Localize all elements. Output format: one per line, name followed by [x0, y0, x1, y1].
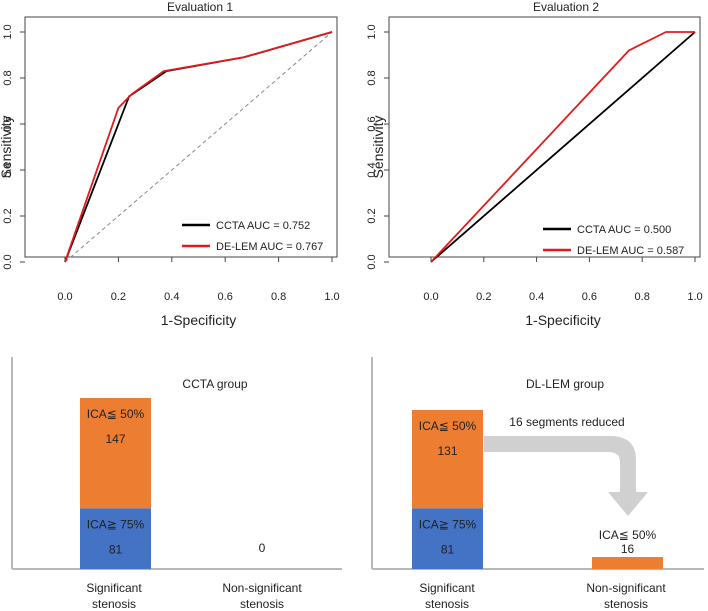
x-tick-label: 0.6 [582, 291, 597, 303]
x-axis-label: 1-Specificity [161, 312, 236, 328]
x-tick-label: 0.4 [529, 291, 544, 303]
bar-value-label: 131 [437, 444, 457, 458]
x-axis-label: 1-Specificity [525, 312, 600, 328]
bar-ica-50-significant [412, 410, 483, 509]
bar-value-label: 147 [105, 432, 125, 446]
category-label: stenosis [425, 597, 469, 611]
legend-label: CCTA AUC = 0.752 [216, 220, 310, 232]
legend-label: DE-LEM AUC = 0.587 [577, 245, 684, 257]
category-label: stenosis [604, 597, 648, 611]
category-label: Significant [419, 581, 475, 595]
bar-value-label: 81 [441, 542, 455, 556]
roc-curve-de-lem [430, 31, 695, 263]
bar-series-label: ICA≧ 75% [87, 517, 145, 531]
chart-title: CCTA group [182, 377, 247, 391]
x-tick-label: 1.0 [687, 291, 702, 303]
legend-label: CCTA AUC = 0.500 [577, 224, 671, 236]
roc-panel-2: Evaluation 2 0.0 0.2 0.4 0.6 0.8 1.0 0.0 0.2 0.4 0… [366, 0, 703, 328]
y-tick-label: 0.8 [2, 70, 14, 85]
roc-curve-ccta [430, 31, 696, 263]
y-tick-label: 0.0 [366, 254, 378, 269]
y-tick-label: 1.0 [2, 24, 14, 39]
y-tick-label: 0.8 [366, 70, 378, 85]
chart-title: Evaluation 2 [533, 0, 599, 14]
bar-ica-50-significant [80, 398, 151, 509]
y-tick-label: 1.0 [366, 24, 378, 39]
y-tick-label: 0.4 [2, 162, 14, 177]
chart-title: Evaluation 1 [167, 0, 233, 14]
bar-value-label: 0 [259, 541, 266, 555]
category-label: Significant [86, 581, 142, 595]
x-tick-label: 1.0 [324, 291, 339, 303]
plot-frame [24, 16, 338, 258]
bar-ica-75-significant [412, 508, 483, 569]
x-tick-label: 0.4 [164, 291, 179, 303]
legend-label: DE-LEM AUC = 0.767 [216, 241, 323, 253]
reduction-arrow [484, 436, 648, 516]
y-tick-label: 0.2 [366, 208, 378, 223]
bar-ica-75-significant [80, 508, 151, 569]
y-tick-label: 0.0 [2, 254, 14, 269]
category-label: stenosis [240, 597, 284, 611]
bar-ica-50-non-significant [592, 557, 663, 569]
bar-value-label: 81 [109, 542, 123, 556]
roc-panel-1: Evaluation 1 0.0 0.2 0.4 0.6 0.8 1.0 0.0 0.2 0.4 0… [0, 0, 340, 328]
x-tick-label: 0.0 [57, 291, 72, 303]
bar-series-label: ICA≦ 50% [87, 407, 145, 421]
x-tick-label: 0.8 [271, 291, 286, 303]
roc-curve-de-lem [64, 31, 333, 263]
annotation-text: 16 segments reduced [509, 415, 624, 429]
x-tick-label: 0.8 [635, 291, 650, 303]
y-axis-label: Sensitivity [0, 115, 14, 178]
category-label: Non-significant [222, 581, 302, 595]
x-tick-label: 0.0 [423, 291, 438, 303]
y-tick-label: 0.2 [2, 208, 14, 223]
plot-frame [388, 16, 701, 258]
x-tick-label: 0.6 [218, 291, 233, 303]
bar-value-label: 16 [621, 542, 635, 556]
annotation-bg [497, 411, 637, 431]
x-tick-label: 0.2 [111, 291, 126, 303]
y-tick-label: 0.6 [2, 116, 14, 131]
bar-series-label: ICA≦ 50% [419, 419, 477, 433]
y-tick-label: 0.4 [366, 162, 378, 177]
bar-series-label: ICA≧ 75% [419, 517, 477, 531]
bar-series-label: ICA≦ 50% [599, 528, 657, 542]
reference-diagonal [64, 31, 333, 263]
bar-panel-1: CCTA group ICA≦ 50% 147 ICA≧ 75% 81 0 Signific… [11, 357, 342, 611]
bar-panel-2: DL-LEM group ICA≦ 50% 131 ICA≧ 75% 81 ICA≦ 50… [371, 357, 704, 611]
category-label: stenosis [92, 597, 136, 611]
chart-title: DL-LEM group [526, 377, 604, 391]
y-axis-label: Sensitivity [370, 115, 386, 178]
category-label: Non-significant [586, 581, 666, 595]
y-tick-label: 0.6 [366, 116, 378, 131]
x-tick-label: 0.2 [476, 291, 491, 303]
